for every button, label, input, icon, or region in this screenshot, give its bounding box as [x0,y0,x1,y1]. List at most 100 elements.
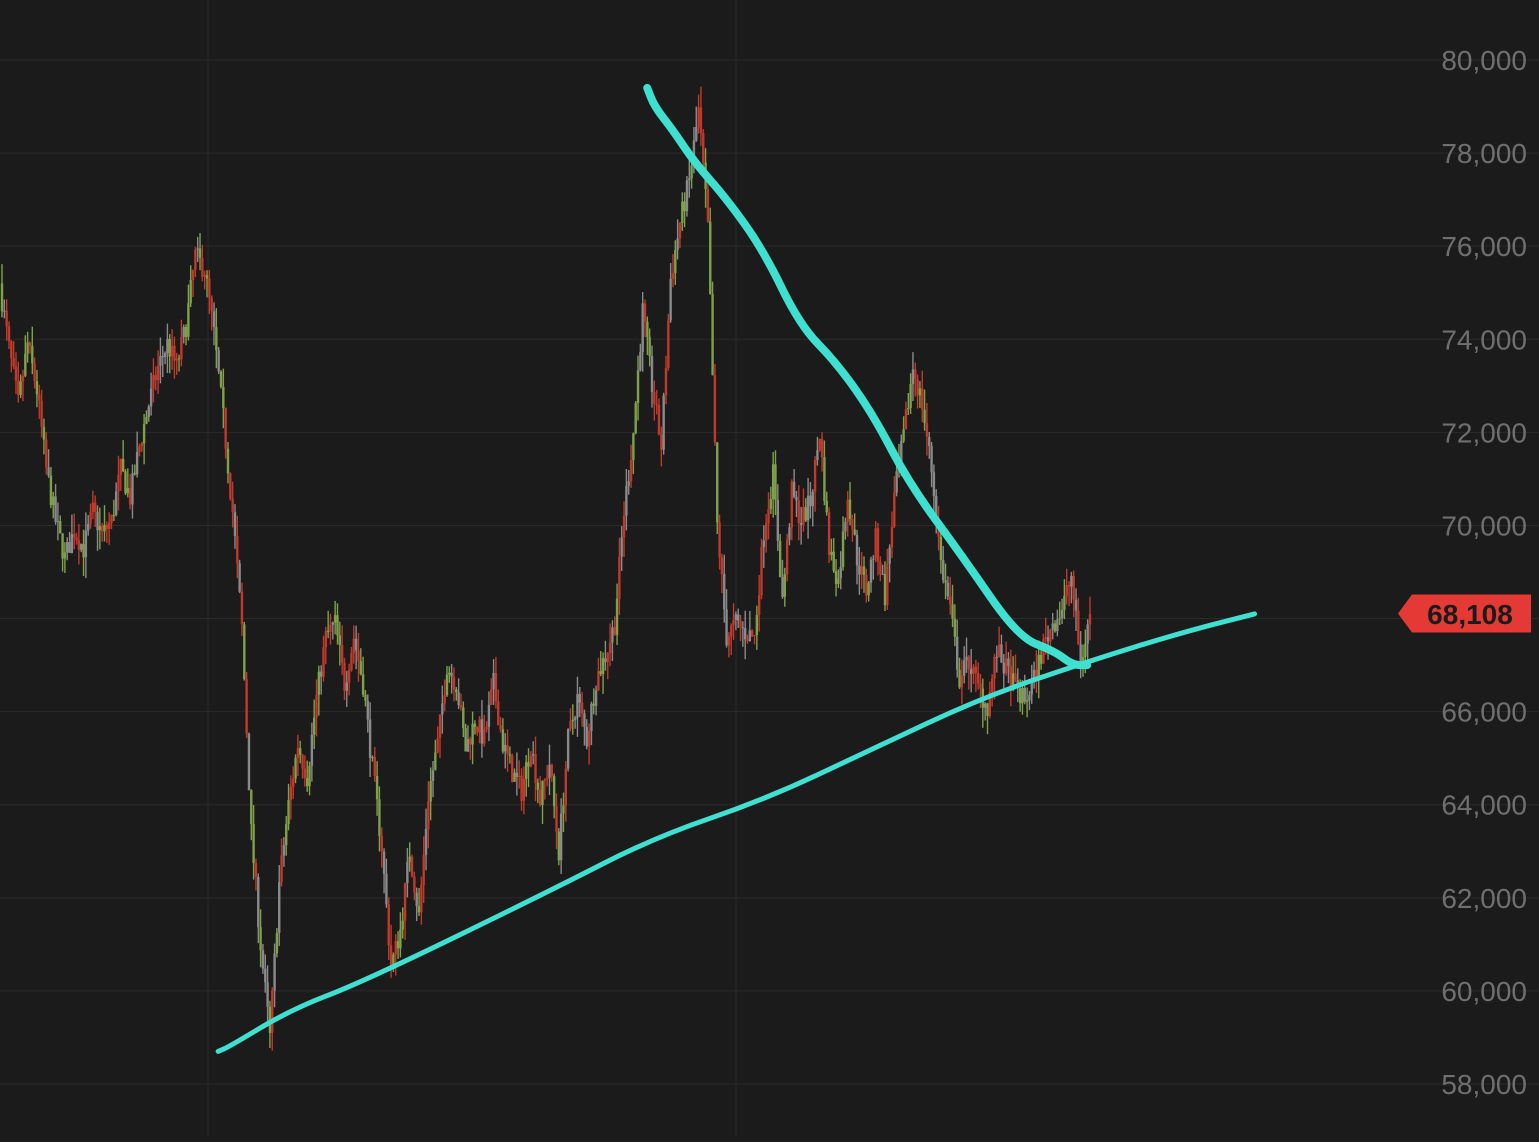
candle-body [124,471,127,494]
candle-body [396,941,400,949]
candle-body [410,856,414,877]
candle-body [54,496,57,522]
candle [243,621,246,681]
candle [930,441,933,488]
candle [257,873,260,944]
candle [541,780,544,824]
candle-body [66,542,69,553]
candle [655,389,658,415]
candle-body [238,563,241,592]
candle [513,768,516,783]
candle [170,329,174,370]
candle-body [788,527,791,540]
candle-body [841,531,845,568]
candle [552,773,556,819]
candle [5,299,8,341]
candle-body [592,703,595,706]
candle-body [802,507,805,525]
candle [925,402,929,456]
candle-body [331,622,335,625]
candle [68,531,71,554]
candle [762,525,766,568]
candle-body [394,941,397,955]
candle [152,358,155,403]
candle [394,934,397,976]
candle-body [180,336,183,360]
candle [93,495,97,528]
candle-body [312,717,316,735]
candle [215,308,218,369]
candle [518,760,521,789]
candle [976,662,980,690]
candle-body [305,778,309,787]
candle-body [441,703,444,715]
candle [189,265,192,308]
candle [100,523,104,542]
candle-body [368,719,372,758]
candle-body [720,557,724,575]
candle-body [1053,623,1057,632]
candle [862,556,866,593]
candle-body [879,561,882,574]
candle-body [611,627,614,643]
candle [851,514,854,542]
candle-body [816,450,819,461]
candle-body [142,424,146,444]
candle [205,270,209,298]
candle [1030,664,1033,704]
candle-body [319,671,323,677]
candle [969,649,973,693]
candle [357,632,360,682]
candle [741,621,745,647]
candle [252,805,255,880]
candle-body [19,381,22,395]
candle-body [1046,637,1050,642]
candle-body [264,968,267,983]
candle-body [1009,666,1012,691]
candle-body [497,701,500,726]
candle [781,559,784,599]
candle-body [576,693,579,718]
candle-body [266,982,269,1007]
candle-body [89,511,92,524]
candle [1060,598,1064,625]
candle-body [655,403,658,405]
candle-body [1011,673,1015,691]
candle-body [902,429,905,442]
candle [299,740,302,764]
candle [14,352,18,395]
candle [1086,619,1089,665]
candle-body [436,738,439,753]
candle-body [308,765,311,787]
candle-body [685,180,689,212]
candle-body [417,906,421,913]
candle-body [1023,688,1026,702]
candle [725,589,728,648]
candle [285,816,288,856]
candle-body [250,790,253,825]
candle [785,533,789,582]
candle-body [177,358,181,360]
candle [226,441,230,484]
candle [818,438,821,452]
candle [121,440,125,473]
candle [427,781,430,849]
candle [96,505,99,551]
candle-body [471,723,474,745]
candle-body [201,257,204,277]
candle [410,854,414,878]
candle [997,626,1001,658]
candle-body [1002,662,1005,674]
support-trendline [215,611,1258,1054]
candle-body [960,675,964,688]
candle [114,482,118,517]
candle [103,505,106,542]
candle-body [415,892,418,907]
candle [538,775,542,807]
candle-body [678,222,682,239]
candle [648,328,651,367]
candle [233,504,237,549]
candle [28,341,32,354]
candle [858,547,861,595]
